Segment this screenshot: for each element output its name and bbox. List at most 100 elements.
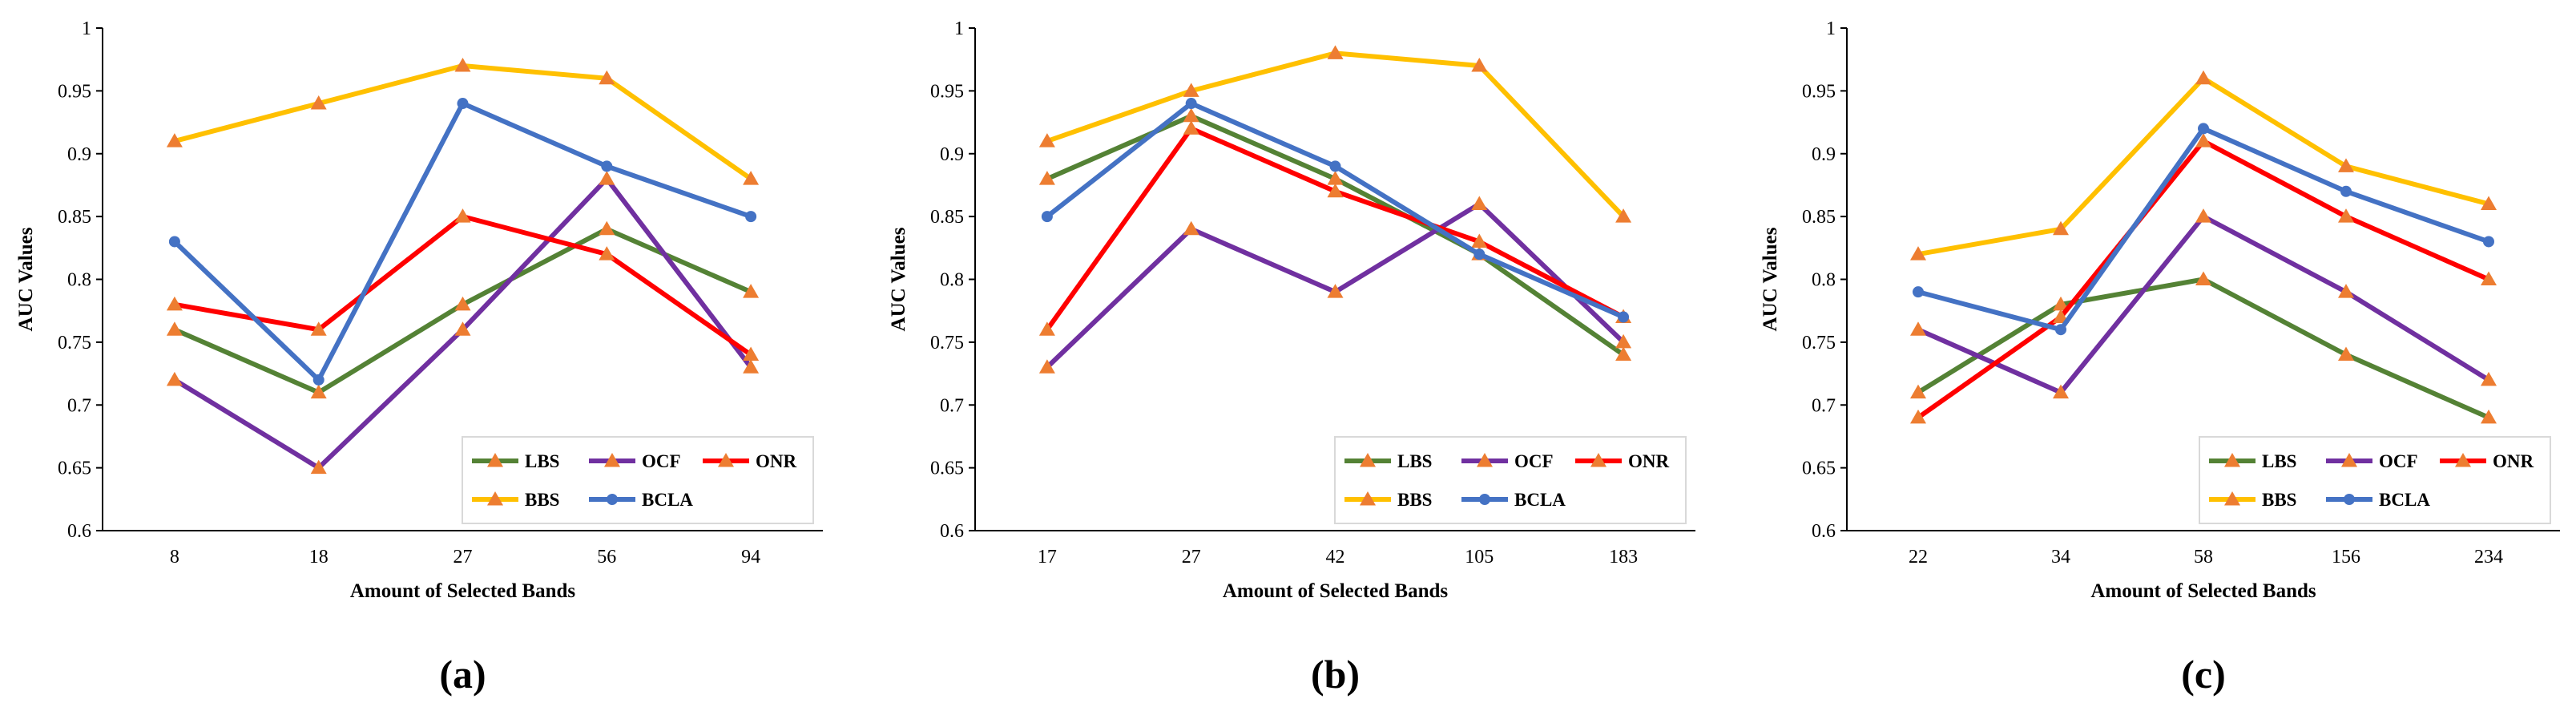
series-ocf-point: [2338, 284, 2354, 298]
legend-item-lbs: LBS: [472, 451, 559, 471]
series-bcla-point: [1913, 286, 1924, 298]
series-line-bcla: [172, 101, 752, 382]
y-tick-label: 0.65: [58, 458, 91, 479]
series-bbs-point: [2481, 196, 2497, 210]
series-bcla: [168, 98, 757, 386]
legend-item-bcla: BCLA: [589, 490, 693, 510]
x-tick-label: 58: [2194, 547, 2213, 568]
legend-label: LBS: [525, 451, 559, 471]
y-tick-label: 0.6: [940, 521, 964, 542]
legend-label: LBS: [1397, 451, 1432, 471]
legend-label: BCLA: [1514, 490, 1566, 510]
series-lbs-point: [2053, 296, 2069, 311]
series-lbs-point: [2195, 271, 2211, 285]
series-ocf-point: [743, 359, 760, 374]
y-tick-label: 0.9: [1812, 144, 1836, 165]
panel-caption: (b): [1311, 652, 1360, 697]
y-tick-label: 1: [1826, 18, 1836, 39]
series-bcla: [1041, 98, 1630, 323]
chart-panel-3: 0.6 0.65 0.7 0.75 0.8 0.85 0.9 0.95 1 22 34 58 156 23…: [1760, 18, 2560, 697]
series-ocf-point: [1327, 284, 1344, 298]
series-ocf-point: [166, 371, 183, 386]
legend-label: OCF: [2379, 451, 2418, 471]
y-tick-label: 0.95: [930, 81, 964, 102]
series-line-bcla: [1917, 126, 2489, 333]
series-bbs: [1910, 70, 2497, 261]
series-ocf-point: [1183, 220, 1199, 236]
series-bbs-point: [454, 58, 471, 72]
x-axis-title: Amount of Selected Bands: [350, 580, 576, 602]
series-ocf-point: [1615, 333, 1632, 349]
y-tick-label: 0.6: [1812, 521, 1836, 542]
series-bcla-point: [312, 374, 325, 386]
series-bbs-point: [2338, 158, 2354, 172]
series-ocf-point: [454, 321, 471, 336]
series-lbs-point: [1183, 107, 1199, 123]
series-bcla-point: [1473, 248, 1486, 261]
series-onr-point: [743, 346, 760, 362]
series-bbs-point: [599, 70, 615, 85]
series-bcla-point: [1329, 160, 1341, 172]
series-lbs: [1910, 271, 2497, 424]
legend-label: OCF: [1514, 451, 1554, 471]
series-onr-point: [1471, 233, 1488, 248]
legend-item-onr: ONR: [1575, 451, 1670, 471]
legend-bbs-point: [1360, 491, 1376, 506]
series-ocf: [1038, 196, 1632, 374]
series-onr-point: [599, 246, 615, 261]
series-bcla-point: [2340, 185, 2352, 197]
legend-bcla-point: [1479, 494, 1490, 505]
legend-label: BCLA: [2379, 490, 2430, 510]
series-bcla-point: [457, 98, 469, 110]
legend-label: LBS: [2262, 451, 2296, 471]
legend: LBS OCF ONR BBS BCLA: [1334, 436, 1687, 524]
y-tick-label: 0.7: [1812, 395, 1836, 416]
legend-label: ONR: [756, 451, 797, 471]
series-bcla-point: [745, 211, 757, 223]
legend-onr-point: [1590, 453, 1606, 467]
series-ocf-point: [1038, 359, 1055, 374]
series-onr-point: [166, 296, 183, 311]
series-bbs-point: [2053, 220, 2069, 236]
legend-item-onr: ONR: [703, 451, 797, 471]
legend-item-lbs: LBS: [2209, 451, 2296, 471]
series-ocf-point: [310, 459, 327, 475]
series-ocf-point: [1910, 321, 1926, 336]
legend-item-bbs: BBS: [2209, 490, 2296, 510]
legend-box: [462, 436, 814, 524]
y-tick-label: 0.75: [930, 333, 964, 353]
legend-bcla-point: [607, 494, 618, 505]
series-ocf-point: [1471, 196, 1488, 210]
series-bcla-point: [2483, 236, 2494, 248]
x-axis-title: Amount of Selected Bands: [2090, 580, 2316, 602]
legend-bbs-point: [487, 491, 503, 506]
series-lbs-point: [166, 321, 183, 336]
legend-item-bbs: BBS: [1344, 490, 1432, 510]
series-lbs-point: [1615, 346, 1632, 362]
series-ocf: [1910, 208, 2497, 399]
y-tick-label: 0.8: [67, 270, 91, 291]
series-bcla-point: [2198, 123, 2209, 135]
series-bcla-point: [2055, 324, 2066, 336]
series-bbs-point: [1327, 45, 1344, 59]
legend-item-lbs: LBS: [1344, 451, 1432, 471]
legend-label: ONR: [2493, 451, 2534, 471]
series-ocf: [166, 171, 760, 475]
legend-item-bcla: BCLA: [1461, 490, 1566, 510]
y-tick-label: 0.95: [1802, 81, 1836, 102]
y-tick-label: 0.85: [1802, 207, 1836, 228]
y-tick-label: 0.85: [930, 207, 964, 228]
x-tick-label: 156: [2332, 547, 2360, 568]
legend-ocf-point: [2341, 453, 2357, 467]
series-onr-point: [1038, 321, 1055, 336]
y-tick-label: 0.9: [67, 144, 91, 165]
series-onr: [166, 208, 760, 362]
series-bcla-point: [168, 236, 180, 248]
series-line-lbs: [1917, 277, 2490, 420]
chart-panel-2: 0.6 0.65 0.7 0.75 0.8 0.85 0.9 0.95 1 17 27 42 105 18…: [888, 18, 1695, 697]
legend-label: BCLA: [642, 490, 693, 510]
series-onr-point: [1910, 409, 1926, 424]
series-bbs: [1038, 45, 1632, 223]
series-bbs-point: [1038, 133, 1055, 147]
legend-ocf-point: [1477, 453, 1493, 467]
